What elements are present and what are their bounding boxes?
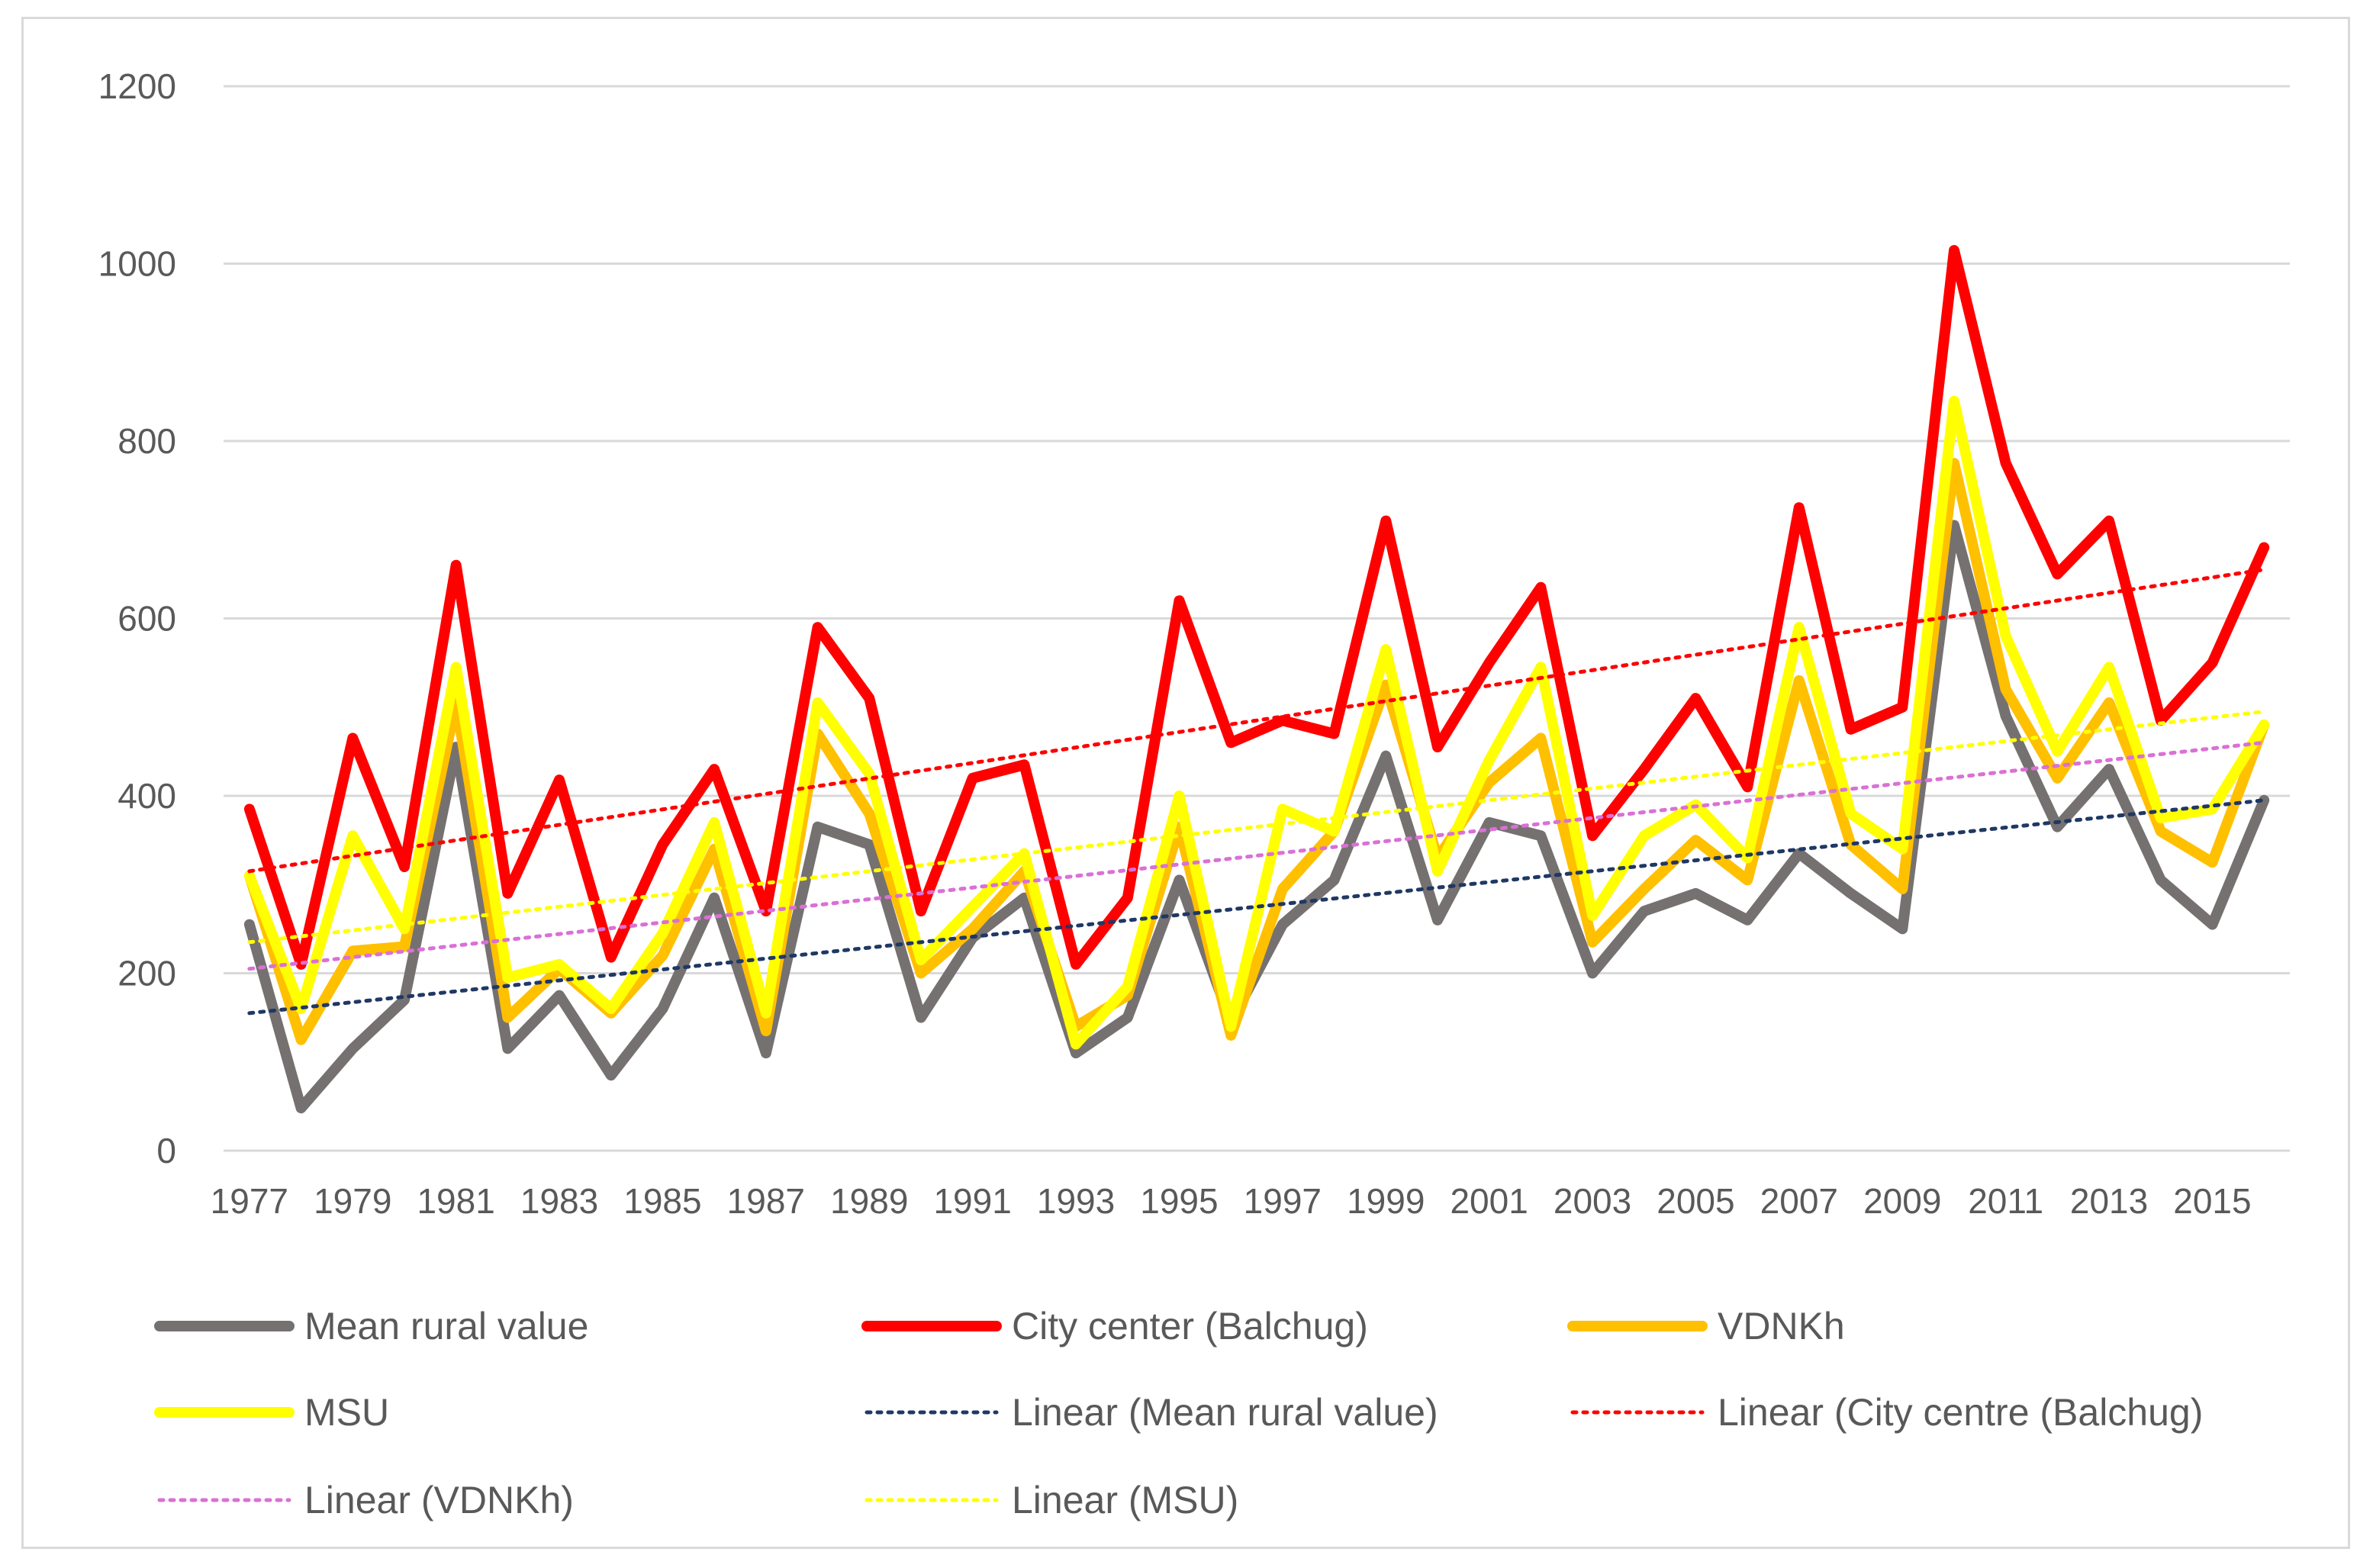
legend-label: Mean rural value: [304, 1305, 588, 1347]
legend-label: MSU: [304, 1391, 389, 1434]
x-tick-label: 1987: [727, 1181, 805, 1221]
x-tick-label: 1985: [623, 1181, 701, 1221]
x-tick-label: 1981: [417, 1181, 494, 1221]
x-tick-label: 2007: [1760, 1181, 1838, 1221]
x-tick-label: 2011: [1968, 1181, 2043, 1221]
x-tick-label: 1999: [1347, 1181, 1425, 1221]
trendline-linear-vdnkh: [247, 740, 2266, 971]
y-tick-label: 0: [156, 1131, 176, 1170]
legend-entry-linear-msu: Linear (MSU): [865, 1479, 1238, 1521]
legend-entry-linear-city-centre-balchug: Linear (City centre (Balchug): [1570, 1391, 2203, 1434]
legend-entry-msu: MSU: [154, 1391, 389, 1434]
x-tick-label: 1989: [830, 1181, 908, 1221]
legend-entry-vdnkh: VDNKh: [1567, 1305, 1845, 1347]
legend-label: Linear (VDNKh): [304, 1479, 574, 1521]
trendline-linear-msu: [247, 710, 2266, 945]
x-tick-label: 1991: [933, 1181, 1011, 1221]
legend-label: Linear (Mean rural value): [1012, 1391, 1438, 1434]
x-tick-label: 2015: [2173, 1181, 2251, 1221]
series-line-mean-rural-value: [243, 520, 2270, 1114]
x-tick-label: 1983: [520, 1181, 598, 1221]
legend: Mean rural value City center (Balchug) VDN…: [154, 1305, 2203, 1521]
series-line-city-center-balchug: [243, 245, 2270, 970]
legend-entry-mean-rural-value: Mean rural value: [154, 1305, 588, 1347]
x-tick-label: 1977: [211, 1181, 288, 1221]
x-tick-label: 2003: [1554, 1181, 1631, 1221]
y-tick-label: 400: [118, 776, 176, 816]
legend-entry-city-center-balchug: City center (Balchug): [861, 1305, 1368, 1347]
x-axis-ticks: 1977 1979 1981 1983 1985 1987 1989 1991 1993 1995…: [211, 1181, 2252, 1221]
y-tick-label: 1200: [98, 66, 176, 106]
legend-label: VDNKh: [1718, 1305, 1845, 1347]
y-axis-ticks: 0 200 400 600 800 1000 1200: [98, 66, 176, 1170]
y-tick-label: 600: [118, 599, 176, 639]
chart-frame: 0 200 400 600 800 1000 1200 1977 1979 1981 1983 19…: [21, 17, 2350, 1549]
series-line-msu: [243, 395, 2270, 1050]
x-tick-label: 1993: [1037, 1181, 1115, 1221]
y-tick-label: 200: [118, 954, 176, 993]
series-layer: [243, 245, 2270, 1114]
legend-entry-linear-mean-rural-value: Linear (Mean rural value): [865, 1391, 1438, 1434]
x-tick-label: 2005: [1657, 1181, 1734, 1221]
y-tick-label: 1000: [98, 244, 176, 284]
x-tick-label: 2013: [2070, 1181, 2148, 1221]
x-tick-label: 2009: [1863, 1181, 1941, 1221]
x-tick-label: 2001: [1450, 1181, 1528, 1221]
legend-label: City center (Balchug): [1012, 1305, 1368, 1347]
legend-label: Linear (City centre (Balchug): [1718, 1391, 2203, 1434]
y-tick-label: 800: [118, 421, 176, 461]
legend-label: Linear (MSU): [1012, 1479, 1238, 1521]
x-tick-label: 1995: [1140, 1181, 1218, 1221]
trendline-linear-mean-rural-value: [247, 798, 2266, 1016]
x-tick-label: 1997: [1244, 1181, 1322, 1221]
trendline-linear-city-centre-balchug: [247, 568, 2266, 874]
x-tick-label: 1979: [314, 1181, 391, 1221]
legend-entry-linear-vdnkh: Linear (VDNKh): [157, 1479, 574, 1521]
